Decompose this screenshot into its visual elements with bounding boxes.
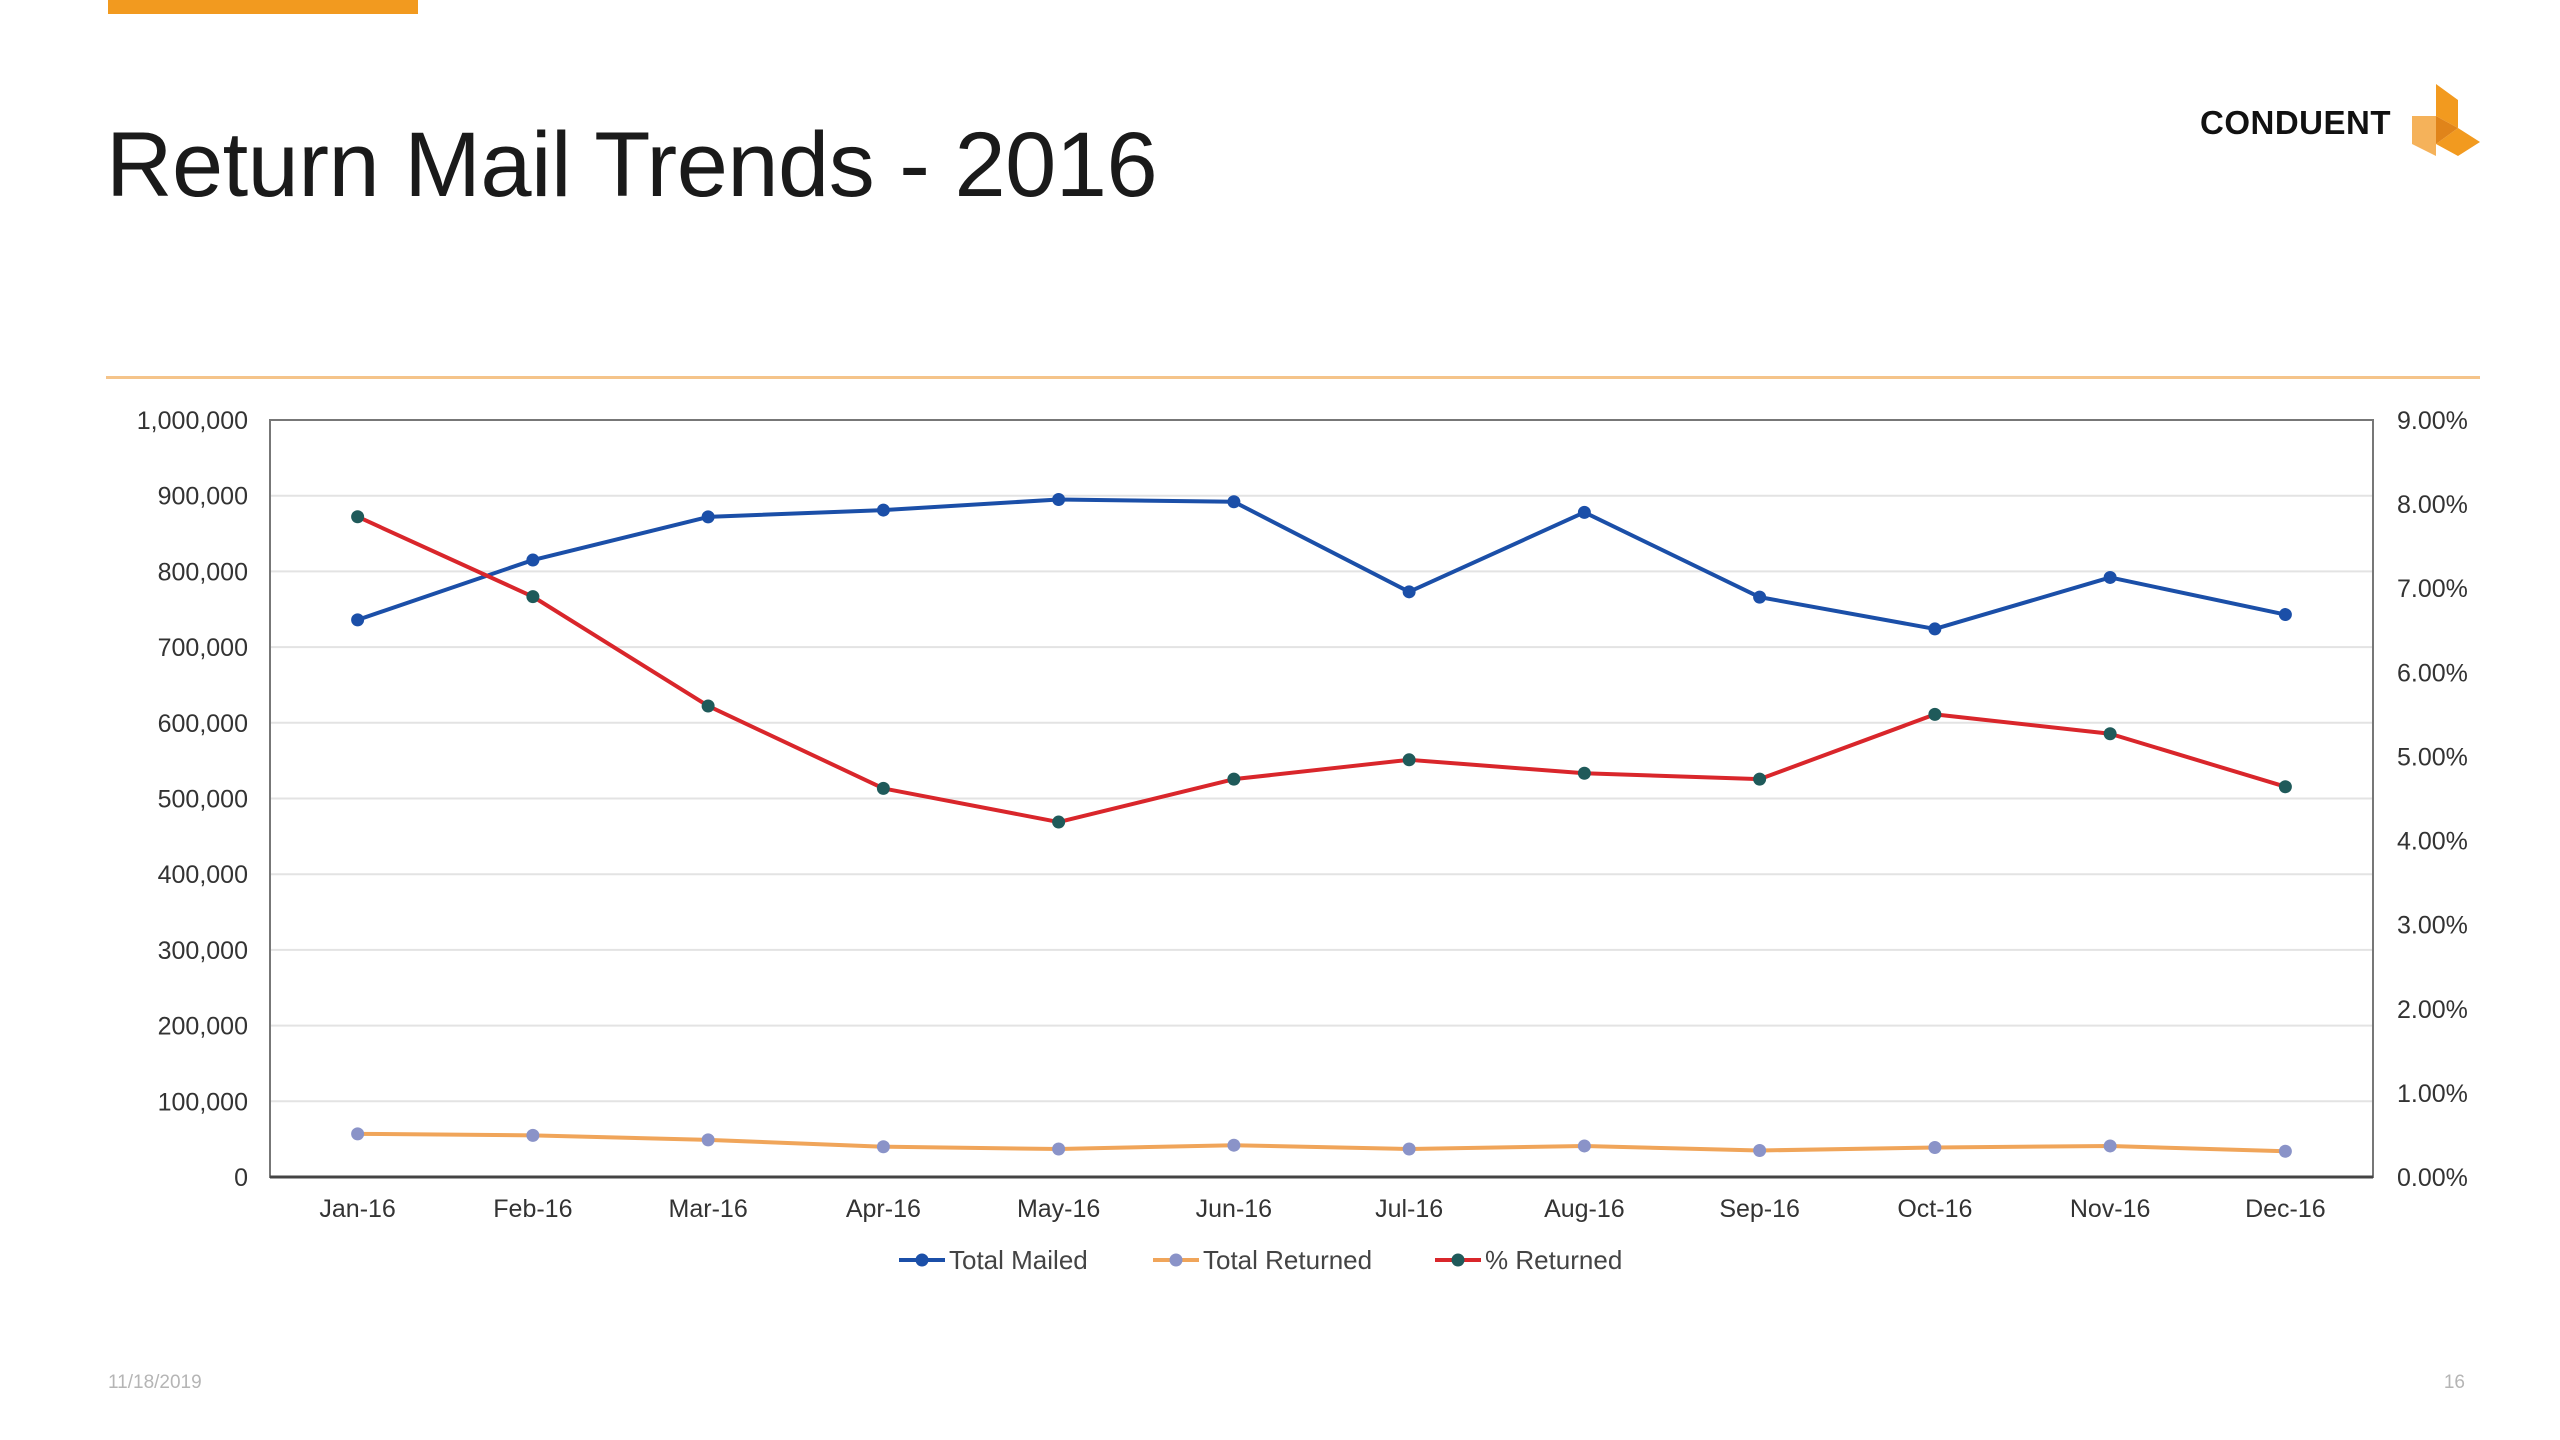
y-right-tick-label: 0.00% xyxy=(2397,1164,2468,1192)
total-mailed-point xyxy=(351,613,365,627)
total-returned-point xyxy=(1577,1139,1591,1153)
pct-returned-point xyxy=(876,781,890,795)
total-mailed-point xyxy=(1402,585,1416,599)
total-mailed-point xyxy=(1928,622,1942,636)
y-right-tick-label: 3.00% xyxy=(2397,912,2468,940)
y-left-tick-label: 400,000 xyxy=(158,861,248,889)
y-right-tick-label: 6.00% xyxy=(2397,659,2468,687)
pct-returned-point xyxy=(1227,772,1241,786)
total-returned-line xyxy=(357,1131,2286,1154)
pct-returned-point xyxy=(2103,727,2117,741)
total-returned-point xyxy=(701,1133,715,1147)
x-tick-label: Nov-16 xyxy=(2070,1195,2151,1223)
title-divider xyxy=(106,376,2480,379)
x-tick-label: Jun-16 xyxy=(1196,1195,1272,1223)
y-right-tick-label: 9.00% xyxy=(2397,407,2468,435)
pct-returned-point xyxy=(2278,780,2292,794)
logo-text: CONDUENT xyxy=(2200,104,2391,141)
page-number: 16 xyxy=(2443,1372,2465,1393)
x-tick-label: Jan-16 xyxy=(319,1195,395,1223)
y-right-tick-label: 5.00% xyxy=(2397,743,2468,771)
total-mailed-line xyxy=(356,497,2286,631)
x-tick-label: Sep-16 xyxy=(1719,1195,1800,1223)
y-right-tick-label: 4.00% xyxy=(2397,828,2468,856)
y-left-tick-label: 700,000 xyxy=(158,634,248,662)
y-right-tick-label: 7.00% xyxy=(2397,575,2468,603)
legend-label: Total Mailed xyxy=(949,1245,1088,1275)
page-title: Return Mail Trends - 2016 xyxy=(106,114,1158,216)
top-accent-bar xyxy=(108,0,418,14)
total-returned-point xyxy=(2278,1144,2292,1158)
total-returned-point xyxy=(1928,1140,1942,1154)
total-returned-point xyxy=(351,1127,365,1141)
total-returned-point xyxy=(526,1128,540,1142)
y-left-tick-label: 0 xyxy=(234,1164,248,1192)
y-left-tick-label: 100,000 xyxy=(158,1088,248,1116)
total-returned-point xyxy=(2103,1139,2117,1153)
y-left-tick-label: 500,000 xyxy=(158,786,248,814)
legend-label: % Returned xyxy=(1485,1245,1622,1275)
legend-swatch-marker xyxy=(915,1253,929,1267)
pct-returned-point xyxy=(1577,766,1591,780)
footer-date: 11/18/2019 xyxy=(108,1372,202,1393)
legend-item-total-returned: Total Returned xyxy=(1153,1245,1372,1275)
legend-label: Total Returned xyxy=(1203,1245,1372,1275)
x-tick-label: May-16 xyxy=(1017,1195,1100,1223)
x-tick-label: Aug-16 xyxy=(1544,1195,1625,1223)
total-mailed-point xyxy=(2103,570,2117,584)
total-returned-point xyxy=(1402,1142,1416,1156)
total-mailed-point xyxy=(1577,505,1591,519)
x-tick-label: Oct-16 xyxy=(1897,1195,1972,1223)
y-left-tick-label: 300,000 xyxy=(158,937,248,965)
x-tick-label: Feb-16 xyxy=(493,1195,572,1223)
pct-returned-point xyxy=(1052,815,1066,829)
pct-returned-point xyxy=(1753,772,1767,786)
pct-returned-point xyxy=(1402,753,1416,767)
total-mailed-point xyxy=(876,503,890,517)
y-left-tick-label: 200,000 xyxy=(158,1013,248,1041)
total-returned-point xyxy=(1052,1142,1066,1156)
total-mailed-point xyxy=(1052,492,1066,506)
x-tick-label: Mar-16 xyxy=(669,1195,748,1223)
total-mailed-point xyxy=(2278,608,2292,622)
pct-returned-point xyxy=(351,510,365,524)
x-tick-label: Dec-16 xyxy=(2245,1195,2326,1223)
y-left-tick-label: 1,000,000 xyxy=(137,407,248,435)
x-tick-label: Apr-16 xyxy=(846,1195,921,1223)
y-right-tick-label: 1.00% xyxy=(2397,1080,2468,1108)
legend-item-pct-returned: % Returned xyxy=(1435,1245,1622,1275)
y-right-tick-label: 2.00% xyxy=(2397,996,2468,1024)
total-returned-point xyxy=(876,1140,890,1154)
y-left-tick-label: 600,000 xyxy=(158,710,248,738)
total-mailed-point xyxy=(701,510,715,524)
pct-returned-point xyxy=(701,699,715,713)
pct-returned-line xyxy=(356,514,2286,825)
total-mailed-point xyxy=(526,553,540,567)
conduent-logo-mark-icon xyxy=(2412,84,2480,156)
total-mailed-point xyxy=(1227,495,1241,509)
line-chart: 0 100,000 200,000 300,000 400,000 500,000 600,… xyxy=(137,407,2468,1275)
y-left-tick-label: 800,000 xyxy=(158,558,248,586)
x-tick-label: Jul-16 xyxy=(1375,1195,1443,1223)
y-right-tick-label: 8.00% xyxy=(2397,491,2468,519)
legend-swatch-marker xyxy=(1169,1253,1183,1267)
legend-item-total-mailed: Total Mailed xyxy=(899,1245,1088,1275)
conduent-logo: CONDUENT xyxy=(2200,80,2480,160)
pct-returned-point xyxy=(526,590,540,604)
pct-returned-point xyxy=(1928,707,1942,721)
legend-swatch-marker xyxy=(1451,1253,1465,1267)
total-returned-point xyxy=(1753,1144,1767,1158)
y-left-tick-label: 900,000 xyxy=(158,483,248,511)
total-mailed-point xyxy=(1753,590,1767,604)
total-returned-point xyxy=(1227,1138,1241,1152)
